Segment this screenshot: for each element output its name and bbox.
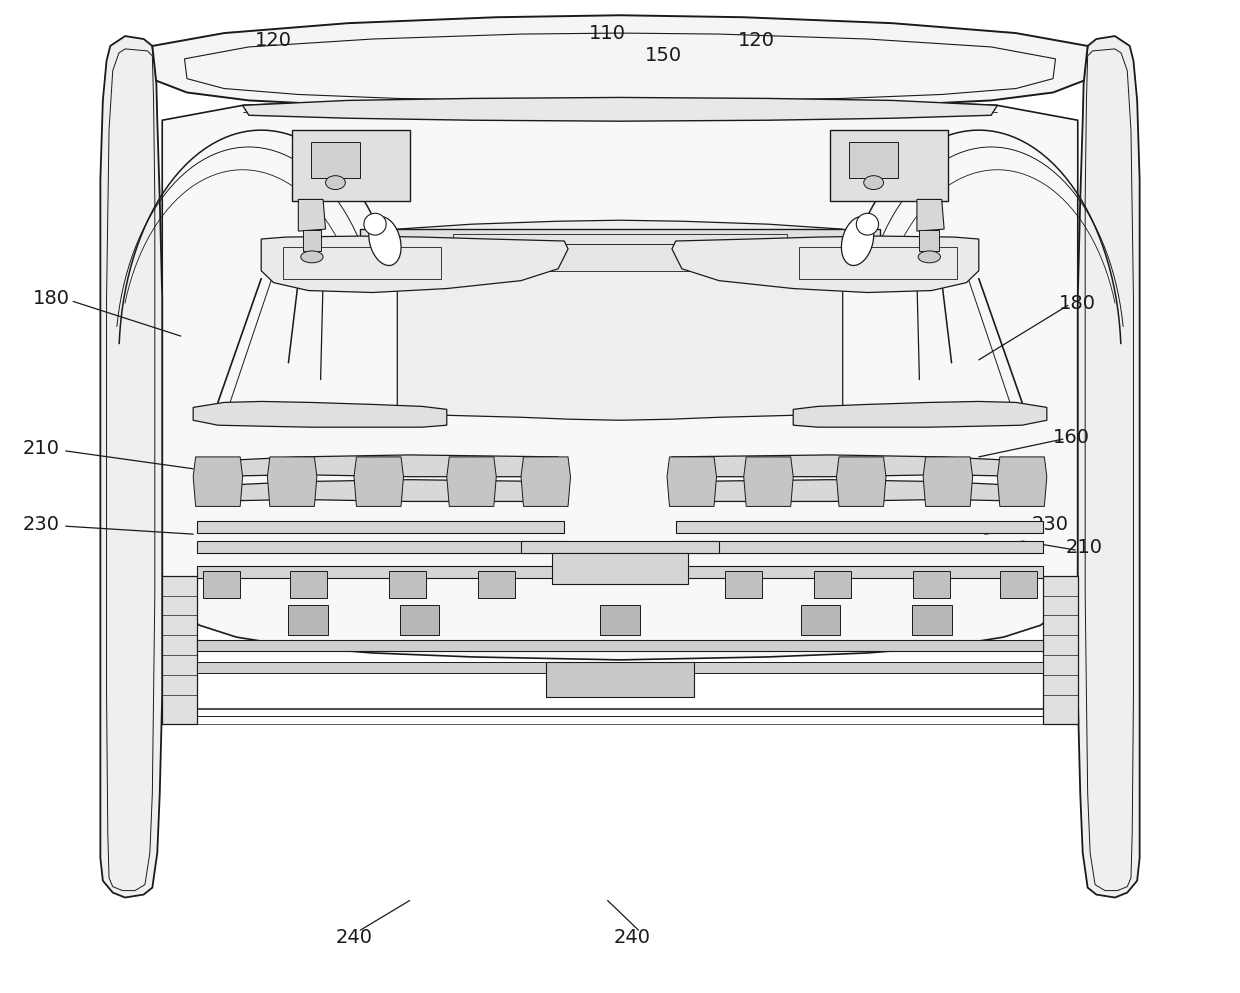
Polygon shape — [484, 244, 756, 271]
Polygon shape — [521, 457, 570, 506]
Polygon shape — [676, 541, 1043, 553]
Text: 120: 120 — [738, 32, 775, 51]
Polygon shape — [672, 236, 978, 293]
Polygon shape — [153, 15, 1087, 111]
Polygon shape — [162, 576, 197, 724]
Polygon shape — [849, 142, 898, 178]
Polygon shape — [197, 455, 568, 477]
Ellipse shape — [918, 251, 940, 263]
Text: 150: 150 — [645, 47, 682, 66]
Polygon shape — [911, 606, 951, 636]
Text: 240: 240 — [336, 927, 372, 946]
Polygon shape — [304, 230, 321, 251]
Polygon shape — [672, 455, 1043, 477]
Polygon shape — [203, 571, 241, 599]
Polygon shape — [744, 457, 794, 506]
Polygon shape — [197, 521, 564, 533]
Polygon shape — [290, 571, 327, 599]
Polygon shape — [193, 457, 243, 506]
Polygon shape — [397, 220, 843, 420]
Polygon shape — [388, 571, 425, 599]
Polygon shape — [997, 457, 1047, 506]
Polygon shape — [193, 401, 446, 427]
Ellipse shape — [301, 251, 324, 263]
Polygon shape — [100, 36, 162, 898]
Polygon shape — [446, 457, 496, 506]
Polygon shape — [197, 662, 546, 673]
Polygon shape — [676, 521, 1043, 533]
Polygon shape — [477, 571, 515, 599]
Polygon shape — [694, 662, 1043, 673]
Polygon shape — [837, 457, 887, 506]
Text: 180: 180 — [1059, 294, 1096, 313]
Polygon shape — [289, 606, 329, 636]
Polygon shape — [197, 566, 564, 578]
Polygon shape — [197, 640, 1043, 651]
Polygon shape — [1078, 36, 1140, 898]
Ellipse shape — [368, 216, 401, 265]
Text: 210: 210 — [1065, 538, 1102, 557]
Polygon shape — [262, 236, 568, 293]
Text: 240: 240 — [614, 927, 651, 946]
Polygon shape — [453, 234, 787, 244]
Polygon shape — [1043, 576, 1078, 724]
Text: 230: 230 — [22, 514, 60, 533]
Polygon shape — [521, 541, 719, 553]
Polygon shape — [815, 571, 852, 599]
Polygon shape — [600, 606, 640, 636]
Ellipse shape — [363, 213, 386, 235]
Polygon shape — [552, 553, 688, 584]
Text: 110: 110 — [589, 24, 626, 43]
Polygon shape — [794, 401, 1047, 427]
Ellipse shape — [842, 216, 874, 265]
Polygon shape — [672, 480, 1043, 501]
Polygon shape — [399, 606, 439, 636]
Polygon shape — [268, 457, 317, 506]
Polygon shape — [299, 200, 326, 231]
Polygon shape — [725, 571, 763, 599]
Polygon shape — [197, 541, 564, 553]
Polygon shape — [667, 457, 717, 506]
Polygon shape — [353, 457, 403, 506]
Polygon shape — [162, 97, 1078, 660]
Polygon shape — [311, 142, 360, 178]
Ellipse shape — [326, 176, 345, 190]
Polygon shape — [999, 571, 1037, 599]
Polygon shape — [919, 230, 939, 251]
Polygon shape — [676, 566, 1043, 578]
Polygon shape — [546, 662, 694, 696]
Polygon shape — [197, 480, 568, 501]
Text: 230: 230 — [1032, 514, 1069, 533]
Polygon shape — [293, 130, 409, 202]
Polygon shape — [801, 606, 841, 636]
Polygon shape — [913, 571, 950, 599]
Ellipse shape — [864, 176, 884, 190]
Polygon shape — [360, 229, 880, 239]
Text: 160: 160 — [1053, 428, 1090, 447]
Text: 210: 210 — [22, 440, 60, 459]
Polygon shape — [923, 457, 972, 506]
Polygon shape — [916, 200, 944, 231]
Ellipse shape — [857, 213, 879, 235]
Polygon shape — [831, 130, 947, 202]
Text: 180: 180 — [32, 289, 69, 308]
Text: 120: 120 — [255, 32, 293, 51]
Polygon shape — [243, 97, 997, 121]
